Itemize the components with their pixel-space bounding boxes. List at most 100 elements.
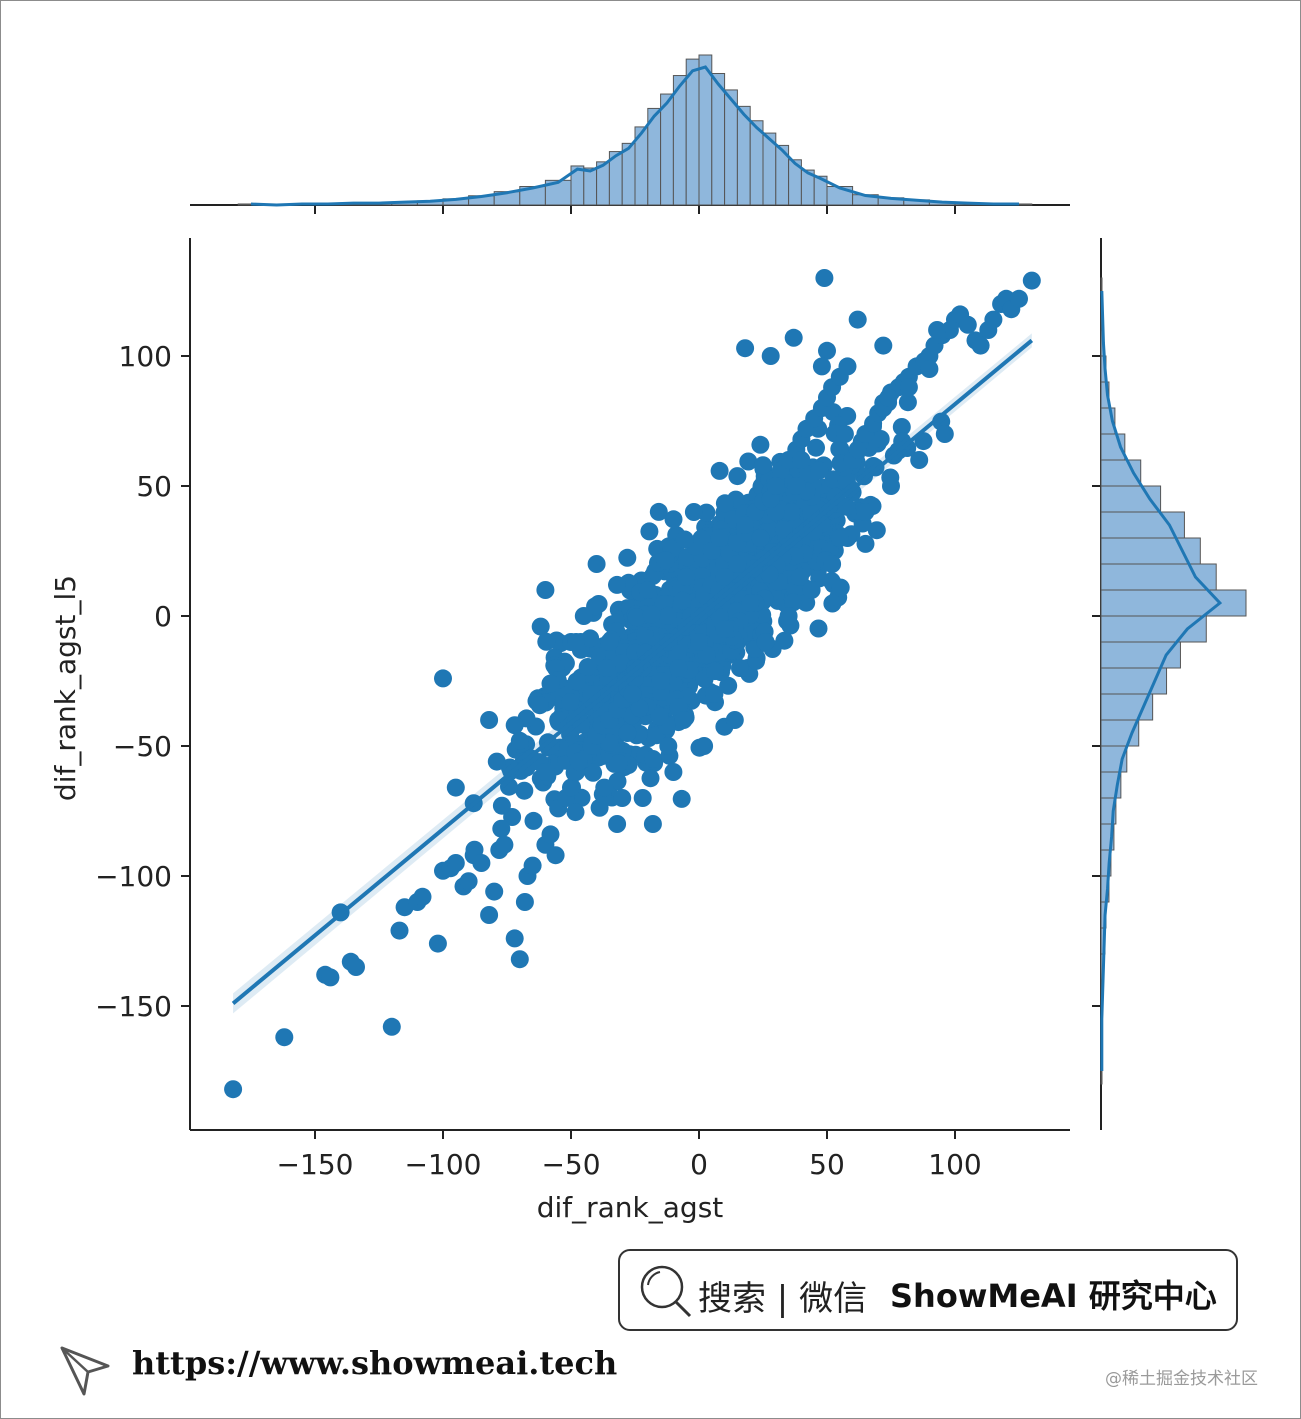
scatter-point	[459, 872, 478, 891]
scatter-point	[321, 968, 340, 987]
scatter-point	[613, 789, 632, 807]
scatter-point	[656, 551, 675, 570]
scatter-point	[390, 921, 409, 940]
scatter-point	[524, 811, 543, 830]
scatter-point	[224, 1080, 243, 1099]
scatter-point	[754, 456, 772, 475]
scatter-point	[809, 619, 828, 638]
scatter-point	[892, 418, 911, 436]
scatter-point	[567, 633, 586, 651]
scatter-point	[766, 477, 785, 495]
scatter-point	[761, 347, 780, 365]
scatter-point	[715, 620, 734, 638]
scatter-point	[472, 854, 491, 872]
scatter-point	[515, 893, 534, 911]
scatter-point	[830, 529, 849, 547]
scatter-point	[530, 696, 549, 715]
x-tick-label: 0	[690, 1148, 708, 1181]
scatter-point	[510, 731, 529, 750]
scatter-point	[705, 685, 724, 703]
scatter-point	[510, 950, 529, 969]
scatter-point	[792, 451, 811, 469]
scatter-point	[536, 581, 555, 599]
x-hist-bar	[583, 167, 598, 206]
y-hist-bar	[1100, 563, 1217, 591]
scatter-point	[739, 452, 758, 471]
scatter-point	[971, 336, 990, 355]
y-hist-bar	[1100, 641, 1181, 669]
scatter-point	[674, 711, 693, 729]
scatter-point	[818, 341, 836, 360]
scatter-point	[715, 568, 734, 586]
scatter-point	[492, 819, 511, 838]
scatter-point	[347, 958, 365, 976]
x-marginal-histogram	[190, 54, 1070, 214]
y-tick-label: −100	[95, 860, 172, 893]
scatter-point	[835, 425, 854, 443]
scatter-point	[531, 617, 550, 636]
scatter-point	[910, 451, 929, 469]
scatter-point	[630, 699, 649, 718]
scatter-point	[675, 530, 694, 549]
scatter-point	[874, 336, 893, 355]
y-hist-bar	[1100, 667, 1168, 695]
scatter-point	[609, 754, 628, 773]
scatter-point	[782, 503, 801, 521]
scatter-point	[569, 752, 588, 771]
scatter-point	[659, 737, 678, 755]
scatter-point	[485, 882, 504, 901]
scatter-point	[751, 435, 770, 454]
scatter-point	[725, 711, 744, 729]
website-url[interactable]: https://www.showmeai.tech	[132, 1344, 618, 1382]
scatter-point	[541, 825, 560, 844]
scatter-plot	[224, 269, 1041, 1099]
scatter-point	[673, 591, 692, 610]
scatter-point	[611, 654, 630, 673]
scatter-point	[837, 497, 856, 516]
x-hist-bar	[660, 93, 674, 206]
scatter-point	[790, 567, 809, 586]
scatter-point	[546, 846, 565, 865]
scatter-point	[899, 378, 918, 397]
scatter-point	[505, 929, 524, 948]
scatter-point	[728, 467, 747, 486]
scatter-point	[802, 503, 820, 522]
y-tick-label: 0	[154, 600, 172, 633]
scatter-point	[823, 555, 842, 573]
scatter-point	[802, 581, 821, 599]
x-tick-label: −50	[541, 1148, 600, 1181]
scatter-point	[741, 594, 760, 612]
scatter-point	[495, 835, 514, 854]
y-tick-label: 50	[136, 470, 172, 503]
scatter-points	[224, 269, 1041, 1099]
x-hist-bar	[724, 89, 738, 206]
scatter-point	[856, 503, 875, 521]
scatter-point	[649, 502, 668, 521]
scatter-point	[684, 503, 703, 521]
scatter-point	[695, 737, 714, 755]
scatter-point	[728, 555, 747, 573]
scatter-point	[515, 781, 534, 800]
scatter-point	[567, 672, 586, 691]
scatter-point	[581, 629, 600, 648]
scatter-point	[541, 674, 560, 693]
scatter-point	[549, 711, 568, 729]
y-kde-curve	[1100, 290, 1223, 1071]
scatter-point	[590, 798, 609, 817]
scatter-point	[882, 477, 900, 495]
scatter-point	[446, 854, 465, 872]
wechat-search-badge: 搜索 | 微信 ShowMeAI 研究中心	[618, 1249, 1238, 1331]
scatter-point	[898, 393, 917, 412]
y-axis-label: dif_rank_agst_l5	[49, 575, 82, 801]
scatter-point	[275, 1028, 294, 1047]
scatter-point	[958, 315, 977, 334]
scatter-point	[669, 659, 688, 677]
x-hist-bar	[672, 75, 687, 206]
scatter-point	[492, 796, 511, 815]
x-tick-label: 50	[809, 1148, 845, 1181]
scatter-point	[640, 522, 659, 541]
scatter-point	[587, 555, 606, 573]
scatter-point	[643, 750, 662, 768]
scatter-point	[600, 633, 619, 651]
scatter-point	[1022, 271, 1041, 290]
